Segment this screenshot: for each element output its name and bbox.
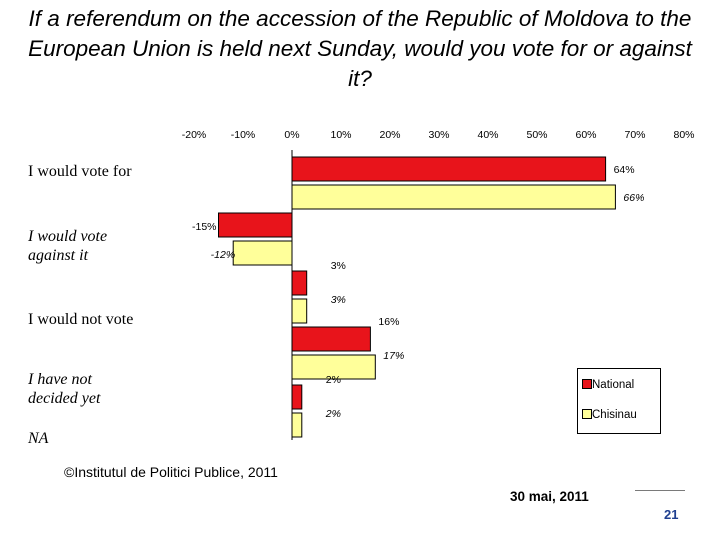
bar-national-4 [291,384,303,410]
legend-item-chisinau: Chisinau [582,409,637,421]
bar-national-0 [291,156,607,182]
legend-label-national: National [592,379,635,391]
data-label-chisinau-0: 66% [623,192,644,204]
bar-chisinau-4 [291,412,303,438]
category-label-vote-for: I would vote for [28,163,132,180]
data-label-national-2: 3% [331,260,346,272]
source-credit: ©Institutul de Politici Publice, 2011 [64,464,278,480]
data-label-national-1: -15% [192,221,217,233]
bar-national-3 [291,326,371,352]
data-label-chisinau-4: 2% [325,408,341,420]
data-label-national-0: 64% [614,164,635,176]
x-tick-label: 50% [526,129,547,141]
legend-swatch-national [582,379,592,389]
x-tick-label: 10% [330,129,351,141]
data-label-chisinau-3: 17% [383,350,404,362]
category-label-not-decided: I have not decided yet [28,371,101,407]
data-label-chisinau-2: 3% [331,294,346,306]
x-tick-label: 30% [428,129,449,141]
category-label-not-vote: I would not vote [28,311,134,328]
chart-title: If a referendum on the accession of the … [28,6,692,91]
bar-chisinau-2 [291,298,308,324]
legend-label-chisinau: Chisinau [592,409,637,421]
category-label-na: NA [28,430,49,447]
bar-national-2 [291,270,308,296]
legend-swatch-chisinau [582,409,592,419]
x-tick-label: 0% [284,129,299,141]
bar-chisinau-0 [291,184,616,210]
bar-chisinau-1 [232,240,293,266]
x-tick-label: 60% [575,129,596,141]
x-tick-label: 40% [477,129,498,141]
data-label-national-4: 2% [326,374,341,386]
slide-date: 30 mai, 2011 [510,489,589,504]
data-label-national-3: 16% [378,316,399,328]
category-label-vote-against: I would vote against it [28,228,108,264]
legend-item-national: National [582,379,634,391]
legend: National Chisinau [577,368,661,434]
x-tick-label: 70% [624,129,645,141]
bar-national-1 [218,212,293,238]
data-label-chisinau-1: -12% [211,249,236,261]
page-number: 21 [664,507,679,522]
footer-divider [635,490,685,491]
x-tick-label: -20% [182,129,207,141]
x-tick-label: 80% [673,129,694,141]
x-tick-label: 20% [379,129,400,141]
x-tick-label: -10% [231,129,256,141]
